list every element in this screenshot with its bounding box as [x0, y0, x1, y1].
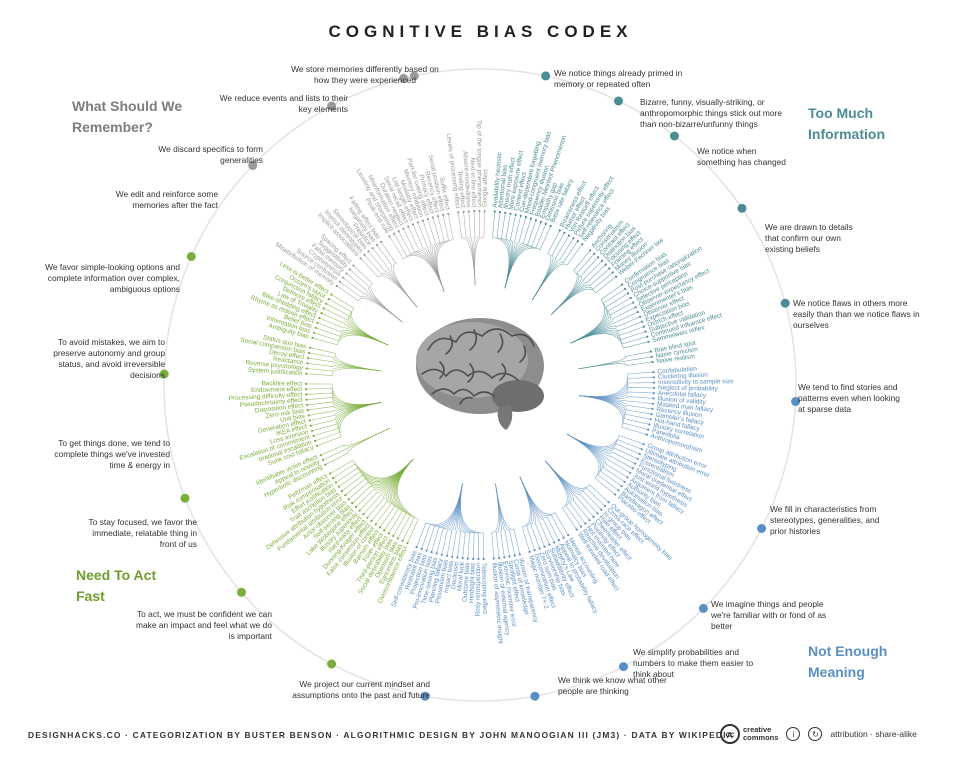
bias-label: Absent-mindedness — [461, 151, 472, 208]
category-caption: To stay focused, we favor the immediate,… — [88, 517, 197, 549]
category-dot — [180, 493, 190, 503]
bias-label: Availability heuristic — [492, 151, 504, 208]
bias-label: Illusion of validity — [657, 395, 707, 406]
bias-label: Unit bias — [280, 413, 306, 424]
bias-label: Next-in-line effect — [469, 157, 478, 207]
category-caption: We notice flaws in others more easily th… — [793, 298, 920, 330]
category-caption: We edit and reinforce some memories afte… — [115, 189, 218, 210]
bias-label: Attentional bias — [497, 164, 509, 208]
quadrant-title-information: Too Much Information — [808, 105, 885, 142]
cc-logo-line1: creative — [743, 725, 772, 734]
category-caption: To get things done, we tend to complete … — [54, 438, 170, 470]
bias-label: Endowment effect — [251, 386, 302, 394]
bias-label: Rosy retrospection — [475, 563, 482, 617]
category-caption: We discard specifics to form generalitie… — [158, 144, 263, 165]
brain-icon — [416, 318, 544, 430]
bias-label: Confabulation — [657, 366, 697, 376]
category-dot — [541, 71, 551, 81]
bias-label: Testing effect — [456, 170, 467, 208]
bias-label: Processing difficulty effect — [229, 391, 303, 402]
category-caption: We simplify probabilities and numbers to… — [633, 647, 754, 679]
license-block: cc creative commons i ↻ attribution · sha… — [720, 722, 917, 746]
category-dot — [791, 397, 801, 406]
attribution-icon: i — [786, 727, 801, 741]
category-caption: We notice when something has changed — [697, 146, 786, 167]
category-dot — [399, 73, 409, 83]
bias-branches — [304, 209, 656, 561]
category-caption: To act, we must be confident we can make… — [136, 609, 272, 641]
bias-label: Outcome bias — [462, 562, 472, 602]
category-caption: We tend to find stories and patterns eve… — [798, 382, 900, 414]
category-caption: We imagine things and people we're famil… — [711, 599, 827, 631]
category-caption: We store memories differently based on h… — [291, 64, 439, 85]
bias-label: Telescoping effect — [480, 563, 488, 614]
bias-label: Declinism — [450, 561, 461, 589]
bias-label: Tip of the tongue phenomenon — [475, 120, 482, 207]
category-dot — [737, 203, 747, 213]
category-caption: Bizarre, funny, visually-striking, or an… — [640, 97, 782, 129]
bias-label: Backfire effect — [262, 380, 303, 387]
category-dot — [159, 369, 169, 379]
cc-icon: cc — [720, 724, 740, 744]
bias-label: Anecdotal fallacy — [658, 390, 707, 399]
page-title: COGNITIVE BIAS CODEX — [328, 22, 633, 41]
bias-label: Neglect of probability — [658, 385, 719, 393]
category-dot — [409, 71, 419, 81]
category-dot — [619, 662, 628, 672]
category-caption: We fill in characteristics from stereoty… — [770, 504, 880, 536]
creative-commons-logo: cc creative commons — [720, 724, 778, 744]
category-dot — [420, 691, 430, 701]
quadrant-title-remember: What Should We Remember? — [72, 98, 183, 135]
category-caption: We notice things already primed in memor… — [554, 68, 683, 89]
category-caption: We reduce events and lists to their key … — [219, 93, 348, 114]
category-dot — [614, 96, 623, 106]
bias-label: Reactance — [273, 356, 305, 367]
bias-label: Google effect — [481, 169, 489, 207]
category-dot — [757, 524, 767, 533]
bias-label: Moral luck — [456, 561, 466, 591]
license-text: attribution · share-alike — [830, 729, 917, 739]
quadrant-title-act-fast: Need To Act Fast — [76, 567, 157, 604]
category-dot — [780, 298, 790, 308]
category-caption: To avoid mistakes, we aim to preserve au… — [53, 337, 165, 380]
category-dot — [670, 131, 679, 141]
bias-label: Clustering illusion — [658, 372, 709, 381]
category-dot — [248, 161, 258, 170]
bias-label: Insensitivity to sample size — [658, 378, 734, 386]
category-caption: We project our current mindset and assum… — [292, 679, 430, 700]
category-dot — [327, 101, 337, 111]
credits-line: DESIGNHACKS.CO · CATEGORIZATION BY BUSTE… — [28, 730, 734, 740]
share-alike-icon: ↻ — [808, 727, 823, 741]
cc-logo-line2: commons — [743, 733, 779, 742]
category-caption: We are drawn to details that confirm our… — [765, 222, 853, 254]
quadrant-title-meaning: Not Enough Meaning — [808, 643, 888, 680]
bias-label: Hindsight bias — [468, 563, 477, 603]
category-dot — [237, 587, 246, 597]
category-dots — [159, 71, 801, 701]
category-dot — [186, 252, 196, 261]
outer-ring — [163, 68, 797, 702]
category-dot — [698, 603, 708, 613]
bias-label: System justification — [248, 367, 303, 378]
category-dot — [530, 691, 540, 701]
category-caption: We favor simple-looking options and comp… — [45, 262, 180, 294]
category-dot — [327, 659, 337, 669]
category-caption: We think we know what other people are t… — [558, 675, 667, 696]
